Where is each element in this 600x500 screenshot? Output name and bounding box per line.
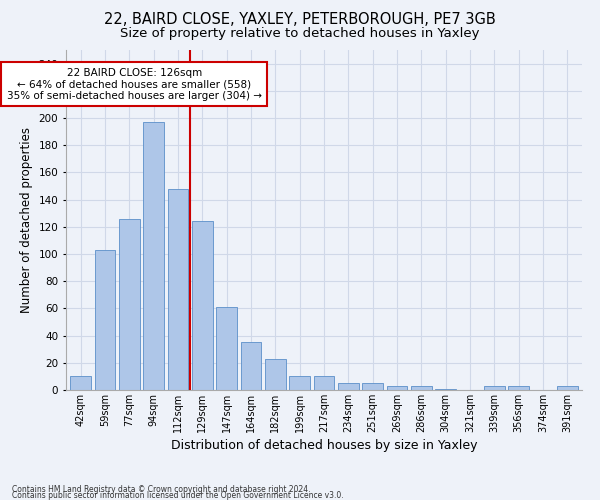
Bar: [95, 250, 115, 390]
Bar: [241, 342, 262, 390]
Text: 22, BAIRD CLOSE, YAXLEY, PETERBOROUGH, PE7 3GB: 22, BAIRD CLOSE, YAXLEY, PETERBOROUGH, P…: [104, 12, 496, 28]
Bar: [70, 376, 91, 390]
Bar: [216, 307, 237, 390]
X-axis label: Distribution of detached houses by size in Yaxley: Distribution of detached houses by size …: [171, 439, 477, 452]
Bar: [508, 386, 529, 390]
Bar: [362, 383, 383, 390]
Y-axis label: Number of detached properties: Number of detached properties: [20, 127, 33, 313]
Bar: [192, 222, 212, 390]
Bar: [265, 358, 286, 390]
Bar: [289, 376, 310, 390]
Bar: [119, 218, 140, 390]
Text: Contains public sector information licensed under the Open Government Licence v3: Contains public sector information licen…: [12, 491, 344, 500]
Bar: [411, 386, 432, 390]
Bar: [557, 386, 578, 390]
Bar: [167, 188, 188, 390]
Bar: [436, 388, 456, 390]
Bar: [314, 376, 334, 390]
Text: 22 BAIRD CLOSE: 126sqm
← 64% of detached houses are smaller (558)
35% of semi-de: 22 BAIRD CLOSE: 126sqm ← 64% of detached…: [7, 68, 262, 101]
Bar: [338, 383, 359, 390]
Bar: [386, 386, 407, 390]
Text: Contains HM Land Registry data © Crown copyright and database right 2024.: Contains HM Land Registry data © Crown c…: [12, 485, 311, 494]
Bar: [484, 386, 505, 390]
Text: Size of property relative to detached houses in Yaxley: Size of property relative to detached ho…: [120, 28, 480, 40]
Bar: [143, 122, 164, 390]
